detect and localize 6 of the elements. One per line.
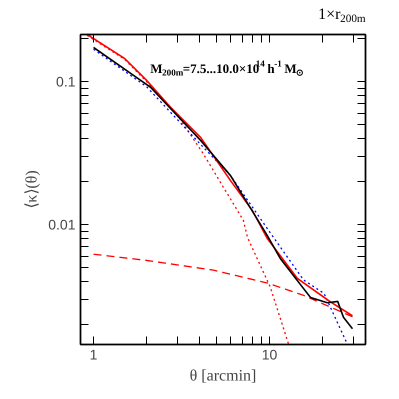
x-tick-label: 1 [90, 346, 98, 362]
y-tick-label: 0.01 [48, 216, 76, 233]
y-axis-title: ⟨κ⟩(θ) [23, 170, 40, 209]
y-tick-label: 0.1 [56, 73, 76, 90]
x-tick-label: 10 [262, 346, 278, 362]
x-axis-title: θ [arcmin] [190, 368, 256, 384]
